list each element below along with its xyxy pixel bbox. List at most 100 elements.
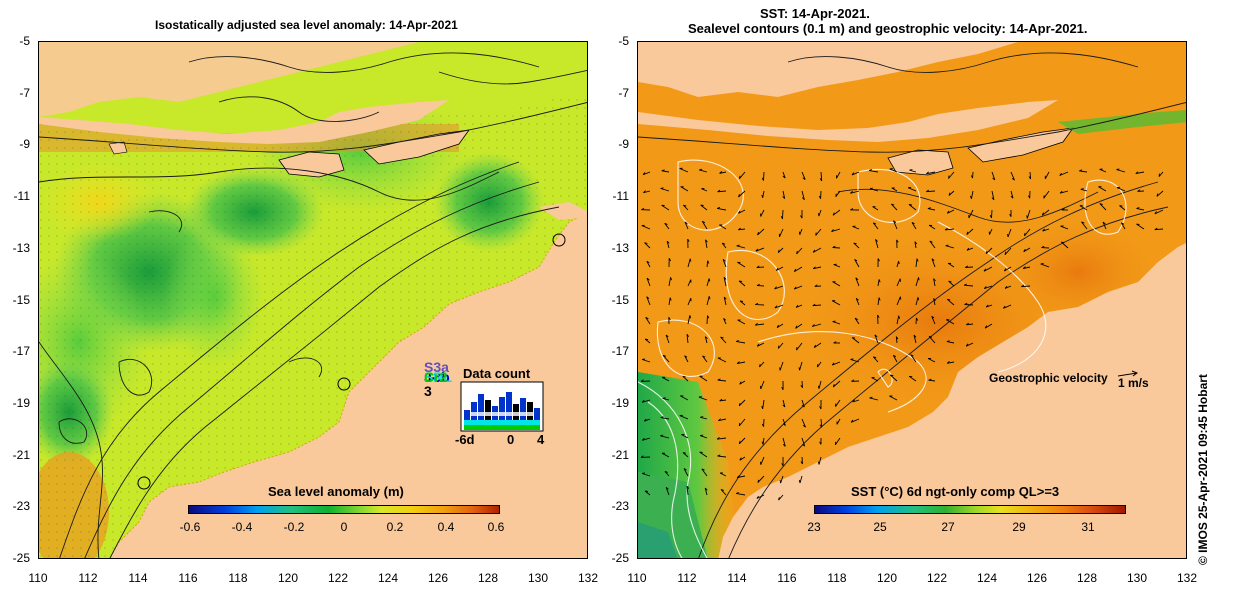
- velocity-arrow: [948, 171, 955, 179]
- velocity-arrow: [968, 209, 974, 219]
- right-map-title-line2: Sealevel contours (0.1 m) and geostrophi…: [688, 21, 1088, 36]
- velocity-arrow-head: [927, 207, 931, 210]
- velocity-arrow: [896, 296, 901, 306]
- velocity-arrow: [1080, 188, 1088, 192]
- velocity-arrow: [1021, 285, 1031, 288]
- velocity-arrow-head: [722, 242, 726, 245]
- velocity-arrow: [682, 452, 689, 458]
- velocity-arrow: [947, 209, 955, 214]
- velocity-arrow: [736, 340, 746, 344]
- velocity-arrow: [1079, 205, 1088, 211]
- velocity-arrow-head: [1004, 251, 1007, 255]
- velocity-arrow: [661, 376, 670, 382]
- velocity-arrow: [681, 434, 689, 439]
- velocity-arrow-head: [877, 258, 880, 262]
- velocity-arrow-head: [686, 485, 690, 489]
- velocity-arrow: [931, 258, 936, 268]
- velocity-arrow: [835, 190, 841, 197]
- velocity-arrow: [778, 494, 784, 501]
- velocity-arrow: [833, 264, 841, 268]
- mission-s3a-label: S3a: [424, 359, 449, 375]
- sla-colorbar-label: -0.2: [283, 520, 305, 534]
- velocity-arrow: [1116, 187, 1126, 192]
- velocity-arrow-head: [989, 215, 992, 219]
- latitude-tick: -21: [611, 448, 629, 462]
- sla-colorbar: [188, 505, 500, 514]
- velocity-arrow: [801, 399, 805, 408]
- velocity-arrow: [966, 228, 974, 235]
- velocity-arrow: [706, 260, 709, 268]
- velocity-arrow-head: [701, 468, 705, 471]
- velocity-arrow-head: [817, 385, 820, 389]
- sst-colorbar-label: 23: [807, 520, 821, 534]
- sla-colorbar-label: 0.2: [386, 520, 404, 534]
- velocity-arrow: [896, 260, 900, 268]
- velocity-arrow-head: [798, 367, 801, 371]
- sea-level-anomaly-map[interactable]: [38, 41, 588, 559]
- velocity-arrow-head: [707, 315, 710, 319]
- velocity-arrow: [738, 437, 746, 445]
- velocity-arrow: [1081, 221, 1088, 230]
- velocity-arrow-head: [853, 242, 857, 245]
- velocity-arrow-head: [819, 406, 822, 410]
- velocity-arrow: [644, 338, 651, 344]
- velocity-arrow: [799, 361, 803, 371]
- velocity-arrow: [874, 334, 879, 344]
- velocity-arrow-head: [1080, 188, 1084, 190]
- velocity-arrow-head: [756, 343, 760, 347]
- velocity-arrow-head: [878, 297, 881, 301]
- velocity-arrow-head: [855, 297, 859, 301]
- velocity-arrow: [1040, 263, 1050, 268]
- velocity-arrow: [1158, 171, 1164, 177]
- longitude-tick: 112: [677, 571, 697, 585]
- latitude-tick: -19: [12, 396, 30, 410]
- velocity-arrow-head: [833, 341, 837, 344]
- velocity-arrow-head: [689, 258, 692, 262]
- velocity-arrow: [929, 240, 936, 249]
- velocity-arrow: [933, 278, 936, 287]
- velocity-arrow: [782, 171, 786, 179]
- velocity-arrow-head: [800, 384, 803, 388]
- longitude-tick: 124: [976, 571, 998, 585]
- velocity-arrow: [737, 361, 746, 365]
- velocity-arrow-head: [877, 314, 880, 318]
- velocity-arrow: [642, 437, 651, 441]
- velocity-arrow: [779, 361, 784, 371]
- velocity-arrow: [926, 171, 936, 175]
- velocity-arrow: [777, 342, 784, 349]
- velocity-arrow-head: [909, 169, 913, 171]
- velocity-arrow-head: [944, 227, 948, 231]
- velocity-arrow-head: [946, 210, 950, 214]
- velocity-arrow: [660, 417, 670, 420]
- velocity-arrow-head: [736, 361, 740, 364]
- velocity-arrow-head: [683, 204, 687, 207]
- velocity-arrow: [1136, 223, 1145, 230]
- velocity-arrow-head: [720, 336, 724, 339]
- velocity-arrow-head: [991, 197, 995, 201]
- velocity-arrow-head: [910, 354, 914, 357]
- velocity-arrow: [642, 359, 651, 363]
- velocity-arrow-head: [779, 367, 781, 371]
- velocity-arrow-head: [779, 480, 782, 484]
- velocity-arrow: [717, 455, 727, 458]
- velocity-arrow-head: [915, 317, 919, 321]
- longitude-tick: 122: [926, 571, 948, 585]
- velocity-arrow: [643, 190, 651, 194]
- latitude-tick: -23: [611, 499, 629, 513]
- velocity-arrow: [896, 315, 900, 325]
- velocity-arrow-head: [774, 305, 778, 309]
- velocity-arrow: [851, 171, 860, 176]
- velocity-arrow: [855, 298, 860, 306]
- velocity-arrow-head: [811, 324, 815, 327]
- sst-velocity-map[interactable]: [637, 41, 1187, 559]
- velocity-arrow-head: [738, 402, 741, 406]
- velocity-arrow: [668, 277, 672, 287]
- longitude-tick: 120: [277, 571, 299, 585]
- velocity-arrow-head: [781, 463, 784, 467]
- data-count-chart: [460, 381, 544, 432]
- velocity-arrow-head: [831, 362, 835, 366]
- velocity-arrow-head: [644, 242, 648, 244]
- velocity-arrow: [832, 247, 841, 249]
- velocity-arrow: [1099, 168, 1107, 173]
- velocity-arrow: [983, 266, 993, 272]
